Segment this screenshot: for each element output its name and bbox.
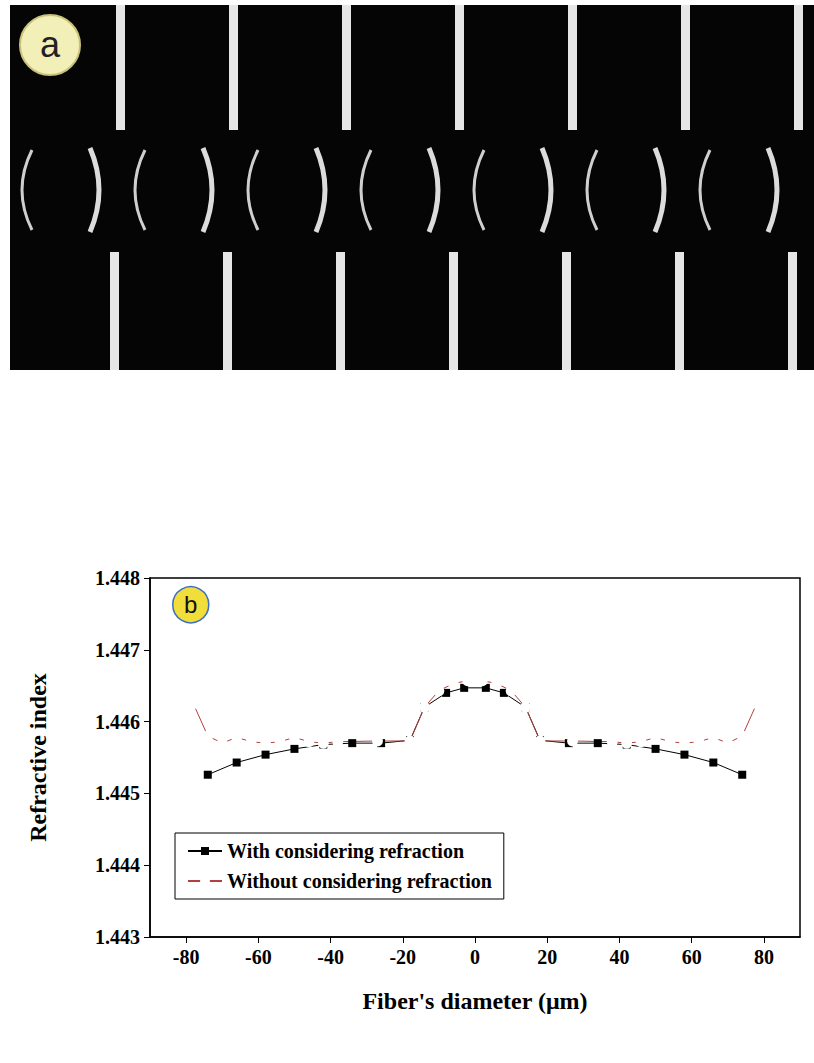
svg-text:20: 20 bbox=[537, 946, 557, 968]
svg-text:-20: -20 bbox=[389, 946, 416, 968]
svg-text:a: a bbox=[40, 24, 61, 65]
svg-text:1.448: 1.448 bbox=[95, 567, 140, 589]
svg-text:With considering refraction: With considering refraction bbox=[227, 840, 464, 863]
svg-text:Refractive index: Refractive index bbox=[25, 673, 51, 842]
svg-text:Fiber's diameter (μm): Fiber's diameter (μm) bbox=[362, 988, 587, 1014]
svg-text:1.445: 1.445 bbox=[95, 782, 140, 804]
svg-text:80: 80 bbox=[754, 946, 774, 968]
svg-text:-40: -40 bbox=[317, 946, 344, 968]
svg-text:1.447: 1.447 bbox=[95, 639, 140, 661]
svg-text:1.443: 1.443 bbox=[95, 926, 140, 948]
svg-text:0: 0 bbox=[470, 946, 480, 968]
svg-text:60: 60 bbox=[682, 946, 702, 968]
svg-text:b: b bbox=[184, 591, 197, 618]
svg-text:-80: -80 bbox=[173, 946, 200, 968]
svg-text:-60: -60 bbox=[245, 946, 272, 968]
svg-text:40: 40 bbox=[609, 946, 629, 968]
svg-text:1.446: 1.446 bbox=[95, 711, 140, 733]
svg-text:1.444: 1.444 bbox=[95, 854, 140, 876]
svg-text:Without considering refraction: Without considering refraction bbox=[227, 870, 492, 893]
